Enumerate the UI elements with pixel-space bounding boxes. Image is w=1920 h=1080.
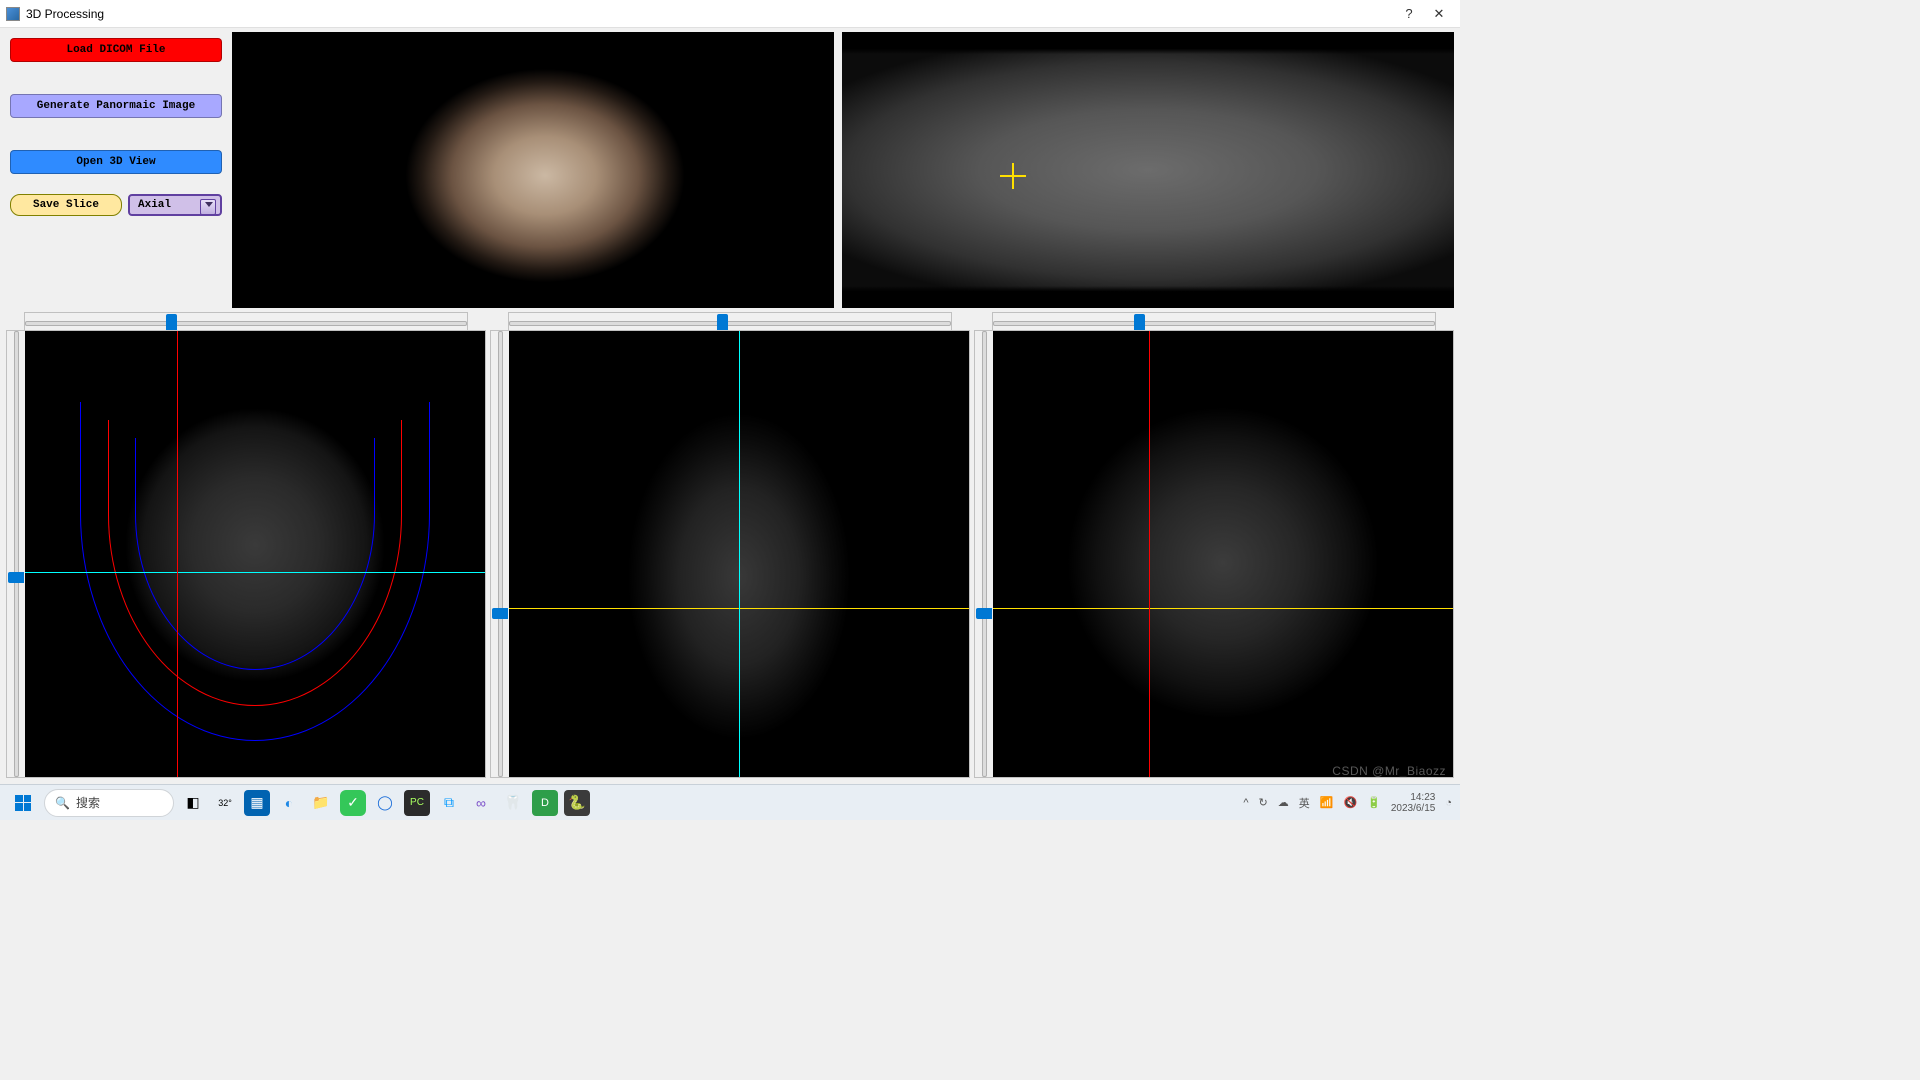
axial-slice-wrap [6, 312, 486, 778]
sagittal-v-crosshair[interactable] [739, 331, 740, 777]
system-tray[interactable]: ^ ↻ ☁ 英 📶 🔇 🔋 14:23 2023/6/15 ◔ [1243, 792, 1452, 814]
taskbar-app-shield-icon[interactable]: ◯ [372, 790, 398, 816]
slider-thumb[interactable] [976, 608, 992, 619]
slider-thumb[interactable] [492, 608, 508, 619]
taskbar-app-vs-icon[interactable]: ∞ [468, 790, 494, 816]
tray-cloud-icon[interactable]: ☁ [1278, 796, 1289, 809]
open-3d-view-button[interactable]: Open 3D View [10, 150, 222, 174]
windows-icon [15, 795, 31, 811]
taskbar-app-d-icon[interactable]: D [532, 790, 558, 816]
top-row: Load DICOM File Generate Panormaic Image… [0, 28, 1460, 308]
taskbar-app-python-icon[interactable]: 🐍 [564, 790, 590, 816]
help-button[interactable]: ? [1394, 4, 1424, 24]
search-box[interactable]: 🔍 搜索 [44, 789, 174, 817]
coronal-h-crosshair[interactable] [993, 608, 1453, 609]
titlebar: 3D Processing ? ✕ [0, 0, 1460, 28]
sidebar: Load DICOM File Generate Panormaic Image… [0, 28, 232, 308]
slice-row [0, 308, 1460, 784]
taskbar-app-pycharm-icon[interactable]: PC [404, 790, 430, 816]
tray-ime-text[interactable]: 英 [1299, 795, 1310, 811]
save-slice-button[interactable]: Save Slice [10, 194, 122, 216]
slice-type-dropdown[interactable]: Axial [128, 194, 222, 216]
start-button[interactable] [8, 790, 38, 816]
taskbar-app-store-icon[interactable]: ▦ [244, 790, 270, 816]
slider-thumb[interactable] [1134, 314, 1145, 330]
slider-thumb[interactable] [8, 572, 24, 583]
taskbar: 🔍 搜索 ◧ 32° ▦ ◐ 📁 ✓ ◯ PC ⧉ ∞ 🦷 D 🐍 ^ ↻ ☁ … [0, 784, 1460, 820]
panoramic-crosshair[interactable] [1000, 163, 1026, 189]
axial-v-crosshair[interactable] [177, 331, 178, 777]
taskbar-app-vscode-icon[interactable]: ⧉ [436, 790, 462, 816]
load-dicom-button[interactable]: Load DICOM File [10, 38, 222, 62]
taskbar-app-edge-icon[interactable]: ◐ [276, 790, 302, 816]
tray-sync-icon[interactable]: ↻ [1259, 796, 1268, 809]
coronal-h-slider[interactable] [992, 312, 1436, 330]
tray-volume-icon[interactable]: 🔇 [1343, 796, 1357, 809]
generate-panoramic-button[interactable]: Generate Panormaic Image [10, 94, 222, 118]
tray-notification-icon[interactable]: ◔ [1445, 797, 1452, 809]
axial-viewport[interactable] [25, 331, 485, 777]
task-view-icon[interactable]: ◧ [180, 790, 206, 816]
axial-h-slider[interactable] [24, 312, 468, 330]
close-button[interactable]: ✕ [1424, 4, 1454, 24]
slider-thumb[interactable] [717, 314, 728, 330]
sagittal-h-slider[interactable] [508, 312, 952, 330]
coronal-slice-wrap [974, 312, 1454, 778]
search-placeholder: 搜索 [76, 794, 100, 811]
coronal-image [993, 331, 1453, 777]
taskbar-app-green-icon[interactable]: ✓ [340, 790, 366, 816]
window-title: 3D Processing [26, 7, 104, 21]
volume-render-panel[interactable] [232, 32, 834, 308]
chevron-down-icon [205, 202, 213, 207]
tray-clock[interactable]: 14:23 2023/6/15 [1391, 792, 1436, 814]
watermark: CSDN @Mr_Biaozz [1332, 764, 1446, 778]
tray-battery-icon[interactable]: 🔋 [1367, 796, 1381, 809]
panoramic-panel[interactable] [842, 32, 1454, 308]
tray-wifi-icon[interactable]: 📶 [1320, 796, 1334, 809]
dropdown-value: Axial [138, 199, 171, 211]
axial-h-crosshair[interactable] [25, 572, 485, 573]
tray-chevron-icon[interactable]: ^ [1243, 797, 1248, 809]
coronal-v-slider[interactable] [975, 331, 993, 777]
coronal-viewport[interactable] [993, 331, 1453, 777]
coronal-v-crosshair[interactable] [1149, 331, 1150, 777]
panoramic-image [842, 32, 1454, 308]
sagittal-slice-wrap [490, 312, 970, 778]
taskbar-app-dental-icon[interactable]: 🦷 [500, 790, 526, 816]
weather-icon[interactable]: 32° [212, 790, 238, 816]
sagittal-viewport[interactable] [509, 331, 969, 777]
app-icon [6, 7, 20, 21]
main-area: Load DICOM File Generate Panormaic Image… [0, 28, 1460, 784]
taskbar-app-explorer-icon[interactable]: 📁 [308, 790, 334, 816]
axial-v-slider[interactable] [7, 331, 25, 777]
sagittal-v-slider[interactable] [491, 331, 509, 777]
search-icon: 🔍 [55, 796, 70, 810]
volume-render-image [232, 32, 834, 308]
slider-thumb[interactable] [166, 314, 177, 330]
